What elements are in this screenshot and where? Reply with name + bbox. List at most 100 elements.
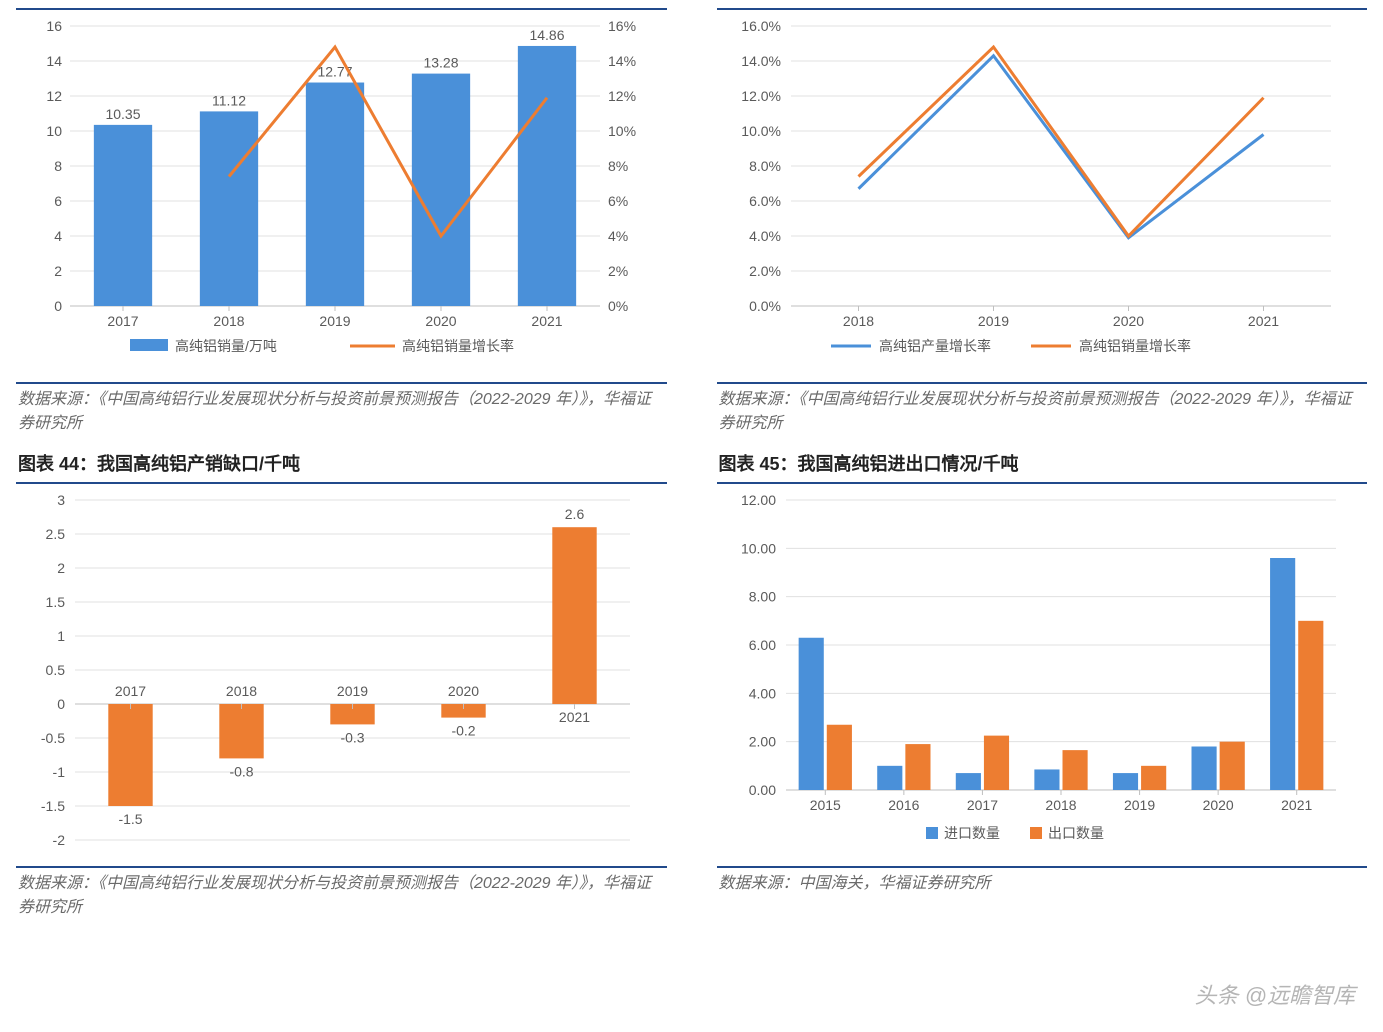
chart-box-tr: 0.0% 2.0% 4.0% 6.0% 8.0% 10.0% 12.0% 14.0% 16.0%… [717,8,1368,384]
svg-text:2016: 2016 [888,797,919,813]
svg-text:2018: 2018 [1045,797,1076,813]
svg-text:10.35: 10.35 [105,106,140,122]
svg-text:0.0%: 0.0% [749,298,781,314]
svg-text:6.00: 6.00 [748,637,775,653]
svg-text:16%: 16% [608,18,636,34]
chart-box-tl: 0 2 4 6 8 10 12 14 16 0% 2% 4% 6% 8% 10% 12% 14% 16% 10.35… [16,8,667,384]
svg-text:高纯铝销量增长率: 高纯铝销量增长率 [402,338,514,354]
svg-text:-0.8: -0.8 [229,763,253,779]
svg-text:2019: 2019 [337,683,368,699]
svg-text:2: 2 [54,263,62,279]
svg-text:0: 0 [54,298,62,314]
svg-text:出口数量: 出口数量 [1048,825,1104,841]
svg-text:2020: 2020 [448,683,479,699]
svg-text:8.0%: 8.0% [749,158,781,174]
svg-text:2019: 2019 [319,313,350,329]
svg-text:2021: 2021 [1281,797,1312,813]
svg-text:2018: 2018 [226,683,257,699]
svg-text:4%: 4% [608,228,628,244]
svg-text:2017: 2017 [107,313,138,329]
svg-text:13.28: 13.28 [423,55,458,71]
chart-box-br: 0.00 2.00 4.00 6.00 8.00 10.00 12.00 2015 2016 20… [717,482,1368,868]
chart-grid: 02468101214160%2%4%6%8%10%12%14%16%10.35… [16,8,1367,922]
svg-text:2015: 2015 [809,797,840,813]
svg-text:2017: 2017 [966,797,997,813]
svg-text:16: 16 [46,18,62,34]
svg-text:-1: -1 [53,764,66,780]
svg-text:-0.2: -0.2 [451,723,475,739]
svg-text:高纯铝销量/万吨: 高纯铝销量/万吨 [175,338,277,354]
svg-text:2019: 2019 [977,313,1008,329]
chart-bl: -2 -1.5 -1 -0.5 0 0.5 1 1.5 2 2.5 3 2017 -1.5 2018 -0.… [20,490,650,860]
svg-text:14%: 14% [608,53,636,69]
svg-text:2.6: 2.6 [565,506,585,522]
svg-text:6: 6 [54,193,62,209]
source-tl: 数据来源：《中国高纯铝行业发展现状分析与投资前景预测报告（2022-2029 年… [16,384,667,438]
svg-text:14.86: 14.86 [529,27,564,43]
svg-text:12%: 12% [608,88,636,104]
svg-text:高纯铝销量增长率: 高纯铝销量增长率 [1079,338,1191,354]
svg-text:6%: 6% [608,193,628,209]
svg-text:0: 0 [57,696,65,712]
svg-text:0%: 0% [608,298,628,314]
svg-text:-0.5: -0.5 [41,730,65,746]
svg-text:2020: 2020 [1202,797,1233,813]
svg-text:14: 14 [46,53,62,69]
svg-text:2021: 2021 [531,313,562,329]
svg-text:2018: 2018 [842,313,873,329]
panel-bottom-right: 图表 45：我国高纯铝进出口情况/千吨 0.00 2.00 4.00 6.00 8.00… [717,444,1368,922]
source-bl: 数据来源：《中国高纯铝行业发展现状分析与投资前景预测报告（2022-2029 年… [16,868,667,922]
svg-text:10%: 10% [608,123,636,139]
svg-text:10.0%: 10.0% [741,123,781,139]
svg-text:2019: 2019 [1123,797,1154,813]
svg-text:1.5: 1.5 [46,594,66,610]
svg-text:4.00: 4.00 [748,685,775,701]
svg-text:4: 4 [54,228,62,244]
svg-text:高纯铝产量增长率: 高纯铝产量增长率 [879,338,991,354]
svg-text:2.5: 2.5 [46,526,66,542]
page: 02468101214160%2%4%6%8%10%12%14%16%10.35… [0,0,1383,942]
svg-text:2021: 2021 [1247,313,1278,329]
svg-text:2.00: 2.00 [748,734,775,750]
svg-text:3: 3 [57,492,65,508]
svg-text:2021: 2021 [559,709,590,725]
svg-text:8: 8 [54,158,62,174]
svg-text:0.5: 0.5 [46,662,66,678]
svg-text:进口数量: 进口数量 [944,825,1000,841]
title-br: 图表 45：我国高纯铝进出口情况/千吨 [717,444,1368,482]
svg-text:2.0%: 2.0% [749,263,781,279]
svg-text:2017: 2017 [115,683,146,699]
panel-top-left: 0 2 4 6 8 10 12 14 16 0% 2% 4% 6% 8% 10% 12% 14% 16% 10.35… [16,8,667,438]
svg-text:8%: 8% [608,158,628,174]
svg-text:0.00: 0.00 [748,782,775,798]
source-br: 数据来源：中国海关，华福证券研究所 [717,868,1368,898]
svg-text:12.0%: 12.0% [741,88,781,104]
svg-text:12: 12 [46,88,62,104]
svg-text:4.0%: 4.0% [749,228,781,244]
svg-text:14.0%: 14.0% [741,53,781,69]
svg-text:2020: 2020 [1112,313,1143,329]
svg-text:10: 10 [46,123,62,139]
chart-box-bl: -2 -1.5 -1 -0.5 0 0.5 1 1.5 2 2.5 3 2017 -1.5 2018 -0.… [16,482,667,868]
chart-tl: 0 2 4 6 8 10 12 14 16 0% 2% 4% 6% 8% 10% 12% 14% 16% 10.35… [20,16,650,376]
svg-text:16.0%: 16.0% [741,18,781,34]
svg-text:8.00: 8.00 [748,589,775,605]
svg-text:-1.5: -1.5 [41,798,65,814]
chart-br: 0.00 2.00 4.00 6.00 8.00 10.00 12.00 2015 2016 20… [721,490,1351,860]
svg-text:2%: 2% [608,263,628,279]
chart-tr: 0.0% 2.0% 4.0% 6.0% 8.0% 10.0% 12.0% 14.0% 16.0%… [721,16,1351,376]
watermark: 头条 @远瞻智库 [1195,978,1355,1010]
svg-text:6.0%: 6.0% [749,193,781,209]
svg-text:-1.5: -1.5 [118,811,142,827]
svg-text:10.00: 10.00 [740,540,775,556]
panel-bottom-left: 图表 44：我国高纯铝产销缺口/千吨 -2-1.5-1-0.500.511.52… [16,444,667,922]
svg-text:-0.3: -0.3 [340,729,364,745]
svg-text:1: 1 [57,628,65,644]
svg-text:-2: -2 [53,832,66,848]
svg-text:11.12: 11.12 [212,92,246,108]
source-tr: 数据来源：《中国高纯铝行业发展现状分析与投资前景预测报告（2022-2029 年… [717,384,1368,438]
svg-text:2: 2 [57,560,65,576]
svg-text:12.00: 12.00 [740,492,775,508]
panel-top-right: 0.0% 2.0% 4.0% 6.0% 8.0% 10.0% 12.0% 14.0% 16.0%… [717,8,1368,438]
svg-text:2018: 2018 [213,313,244,329]
